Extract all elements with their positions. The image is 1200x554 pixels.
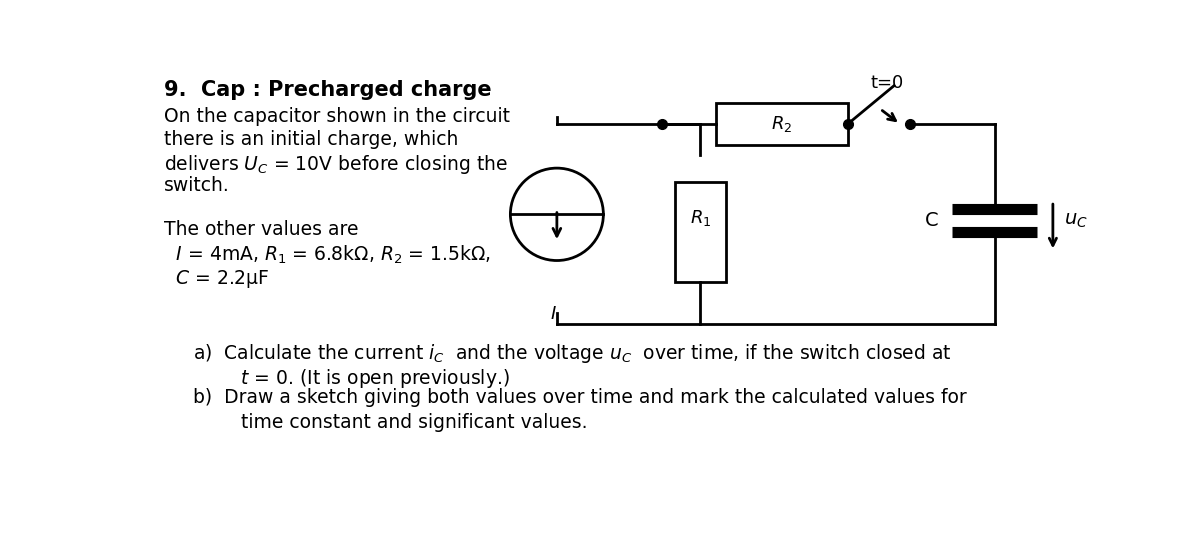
FancyBboxPatch shape [676,182,726,282]
Text: delivers $U_C$ = 10V before closing the: delivers $U_C$ = 10V before closing the [164,153,508,176]
Text: time constant and significant values.: time constant and significant values. [193,413,587,432]
Text: 9.  Cap : Precharged charge: 9. Cap : Precharged charge [164,80,492,100]
FancyBboxPatch shape [715,102,847,145]
Text: $R_1$: $R_1$ [690,208,710,228]
Text: The other values are: The other values are [164,220,359,239]
Text: b)  Draw a sketch giving both values over time and mark the calculated values fo: b) Draw a sketch giving both values over… [193,388,966,407]
Text: $u_C$: $u_C$ [1064,211,1088,230]
Text: $R_2$: $R_2$ [770,114,792,134]
Text: C: C [924,211,938,230]
Text: $t$ = 0. (It is open previously.): $t$ = 0. (It is open previously.) [193,367,510,390]
Text: a)  Calculate the current $i_C$  and the voltage $u_C$  over time, if the switch: a) Calculate the current $i_C$ and the v… [193,342,952,365]
Text: $I$ = 4mA, $R_1$ = 6.8kΩ, $R_2$ = 1.5kΩ,: $I$ = 4mA, $R_1$ = 6.8kΩ, $R_2$ = 1.5kΩ, [164,244,491,266]
Text: there is an initial charge, which: there is an initial charge, which [164,130,458,148]
Text: On the capacitor shown in the circuit: On the capacitor shown in the circuit [164,106,510,126]
Text: $C$ = 2.2µF: $C$ = 2.2µF [164,268,269,290]
Text: I: I [551,305,556,323]
Text: t=0: t=0 [871,74,904,92]
Text: switch.: switch. [164,176,229,195]
